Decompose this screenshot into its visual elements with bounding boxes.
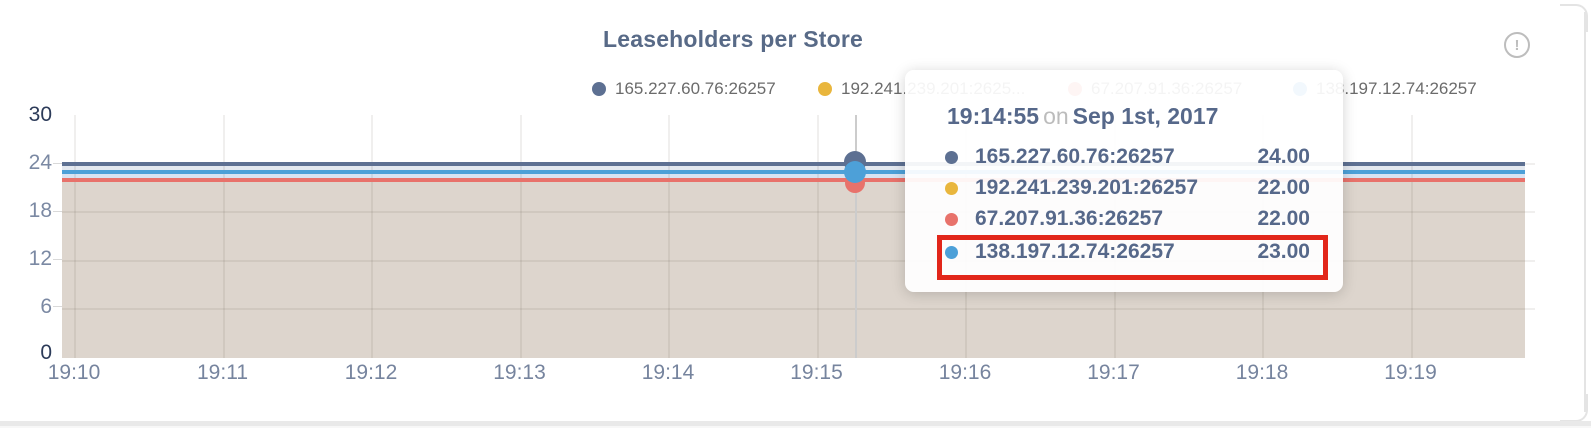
card-bottom-border (0, 426, 1591, 428)
y-tick-label: 24 (28, 151, 52, 174)
x-tick-label: 19:18 (1235, 361, 1289, 384)
tooltip-date: Sep 1st, 2017 (1072, 103, 1219, 129)
tooltip-series-name: 165.227.60.76:26257 (975, 145, 1175, 168)
gridline-vertical (74, 115, 76, 358)
tooltip-series-name: 192.241.239.201:26257 (975, 176, 1199, 199)
gridline-vertical (816, 115, 819, 358)
tooltip-series-name: 138.197.12.74:26257 (975, 240, 1175, 263)
hover-dot-blue-icon (844, 160, 866, 183)
area-fill-upper (62, 165, 1525, 170)
card-bottom-border (0, 421, 1591, 426)
chart-title: Leaseholders per Store (602, 26, 864, 52)
tooltip-series-name: 67.207.91.36:26257 (975, 207, 1164, 230)
series-dot-blue-icon (945, 245, 958, 259)
y-tick-mark (53, 163, 62, 164)
tooltip-series-value: 22.00 (1257, 176, 1310, 199)
tooltip-row: 138.197.12.74:26257 23.00 (945, 239, 1310, 265)
card-right-border (1584, 12, 1586, 412)
x-tick-label: 19:16 (938, 361, 992, 384)
x-tick-label: 19:19 (1384, 361, 1437, 384)
series-line (62, 177, 1525, 182)
legend-item[interactable]: 165.227.60.76:26257 (592, 79, 776, 99)
series-line (62, 169, 1525, 174)
legend-label: 138.197.12.74:26257 (1316, 79, 1477, 98)
x-tick-label: 19:10 (47, 361, 101, 384)
legend-label: 165.227.60.76:26257 (615, 79, 776, 98)
info-icon[interactable]: ! (1504, 32, 1530, 58)
tooltip-time: 19:14:55 (947, 103, 1040, 129)
tooltip-series-value: 23.00 (1257, 240, 1310, 263)
x-tick-label: 19:14 (641, 361, 695, 384)
y-tick-mark (53, 306, 62, 307)
tooltip-row: 67.207.91.36:26257 22.00 (945, 206, 1310, 232)
y-tick-label: 6 (40, 295, 52, 318)
gridline-vertical (519, 115, 522, 358)
card-corner (1560, 4, 1588, 32)
gridline-horizontal (62, 259, 1535, 262)
tooltip-row: 192.241.239.201:26257 22.00 (945, 175, 1310, 201)
tooltip-timestamp: 19:14:55 on Sep 1st, 2017 (947, 103, 1218, 130)
series-line (62, 161, 1525, 166)
gridline-vertical (371, 115, 373, 358)
x-tick-label: 19:15 (790, 361, 843, 384)
x-tick-label: 19:13 (493, 361, 546, 384)
y-tick-label: 12 (28, 247, 52, 270)
crosshair-line (855, 115, 857, 358)
tooltip-series-value: 24.00 (1257, 145, 1310, 168)
gridline-vertical (1410, 115, 1413, 358)
legend-dot-yellow-icon (818, 82, 832, 96)
series-dot-slate-icon (945, 150, 958, 164)
tooltip-series-value: 22.00 (1257, 207, 1310, 230)
gridline-horizontal (62, 308, 1535, 311)
gridline-vertical (222, 115, 225, 358)
highlight-annotation-box (937, 235, 1328, 280)
card-corner (1560, 394, 1588, 422)
hover-tooltip: 19:14:55 on Sep 1st, 2017 165.227.60.76:26… (905, 70, 1343, 292)
gridline-horizontal (62, 211, 1535, 214)
x-tick-label: 19:12 (344, 361, 398, 384)
y-tick-label: 0 (40, 341, 52, 364)
series-dot-yellow-icon (945, 181, 958, 195)
y-tick-mark (53, 259, 62, 260)
tooltip-row: 165.227.60.76:26257 24.00 (945, 144, 1310, 170)
y-tick-label: 18 (28, 199, 52, 222)
gridline-vertical (668, 115, 670, 358)
x-tick-label: 19:17 (1087, 361, 1140, 384)
area-fill-lower (62, 173, 1525, 178)
series-dot-red-icon (945, 212, 958, 226)
tooltip-connector: on (1043, 103, 1069, 129)
y-tick-mark (53, 211, 62, 212)
x-tick-label: 19:11 (197, 361, 248, 384)
legend-dot-slate-icon (592, 82, 606, 96)
y-tick-label: 30 (28, 103, 52, 126)
